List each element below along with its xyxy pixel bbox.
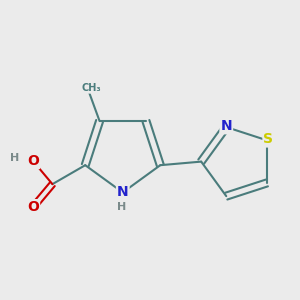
Text: O: O — [27, 200, 39, 214]
Text: H: H — [11, 153, 20, 163]
Text: O: O — [27, 154, 39, 168]
Text: N: N — [220, 119, 232, 133]
Text: S: S — [263, 133, 273, 146]
Text: H: H — [117, 202, 126, 212]
Text: N: N — [117, 185, 129, 199]
Text: CH₃: CH₃ — [81, 83, 101, 93]
